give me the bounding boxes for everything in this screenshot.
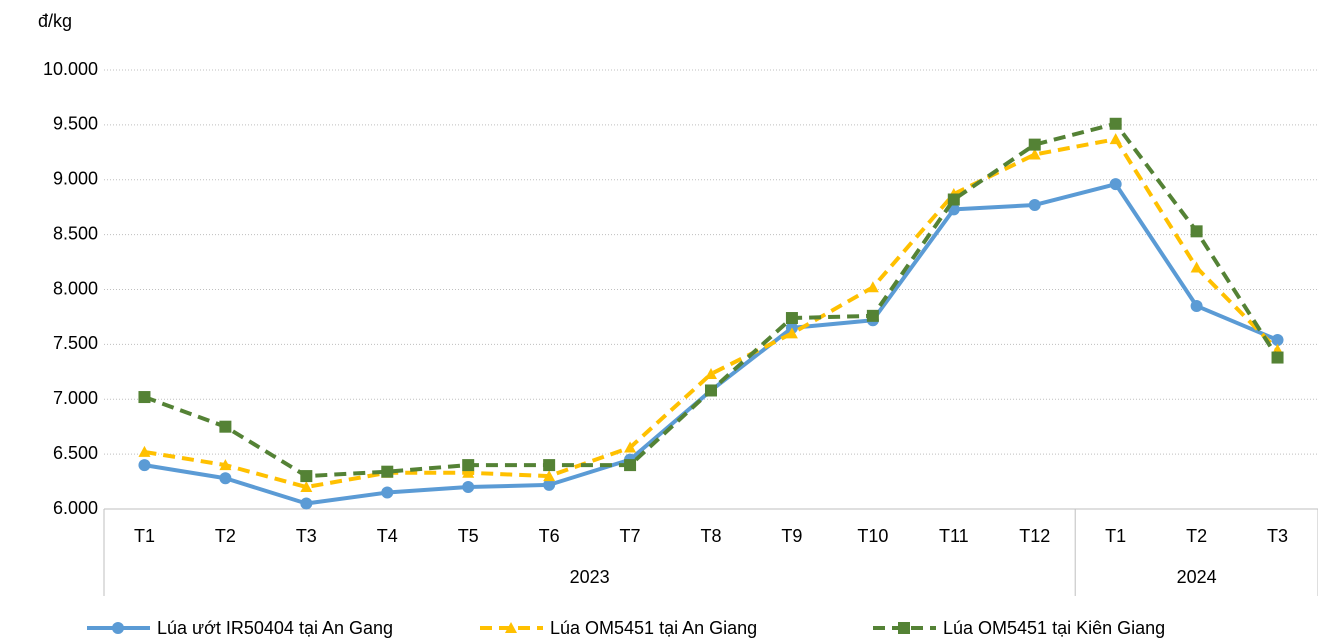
marker (219, 472, 232, 485)
marker (785, 312, 798, 325)
marker (1190, 261, 1203, 273)
marker (1109, 117, 1122, 130)
y-tick-label: 6.500 (53, 443, 98, 463)
legend-label: Lúa OM5451 tại Kiên Giang (943, 618, 1165, 638)
marker (1190, 299, 1203, 312)
marker (462, 459, 475, 472)
marker (1190, 225, 1203, 238)
y-tick-label: 9.500 (53, 114, 98, 134)
series-line (144, 182, 1279, 506)
legend-label: Lúa ướt IR50404 tại An Gang (157, 618, 393, 638)
marker (543, 470, 556, 482)
x-tick-label: T2 (1186, 526, 1207, 546)
marker (705, 368, 717, 380)
x-tick-label: T1 (134, 526, 155, 546)
x-tick-label: T3 (296, 526, 317, 546)
marker (543, 478, 556, 491)
x-tick-label: T8 (700, 526, 721, 546)
marker (381, 486, 394, 499)
y-tick-label: 7.500 (53, 333, 98, 353)
marker (1109, 133, 1122, 145)
marker (866, 281, 879, 293)
marker (624, 441, 637, 453)
marker (462, 466, 475, 478)
series-line (144, 137, 1279, 490)
y-tick-label: 6.000 (53, 498, 98, 518)
y-tick-label: 8.000 (53, 278, 98, 298)
marker (381, 465, 394, 478)
marker (300, 470, 313, 483)
marker (138, 445, 151, 457)
y-unit: đ/kg (38, 11, 72, 31)
series-line (143, 121, 1280, 479)
marker (1028, 138, 1041, 151)
marker (219, 420, 232, 433)
marker (866, 309, 879, 322)
x-tick-label: T6 (539, 526, 560, 546)
marker (624, 459, 637, 472)
x-tick-label: T3 (1267, 526, 1288, 546)
legend-marker (112, 622, 124, 634)
x-tick-label: T1 (1105, 526, 1126, 546)
marker (300, 481, 313, 493)
marker (1109, 178, 1122, 191)
x-tick-label: T12 (1019, 526, 1050, 546)
marker (219, 459, 232, 471)
legend-marker (898, 622, 910, 634)
marker (947, 193, 960, 206)
x-tick-label: T11 (939, 526, 969, 546)
x-group-label: 2023 (570, 567, 610, 587)
legend-marker (505, 622, 517, 633)
y-tick-label: 7.000 (53, 388, 98, 408)
marker (138, 391, 151, 404)
marker (462, 481, 475, 494)
marker (300, 497, 313, 510)
legend-label: Lúa OM5451 tại An Giang (550, 618, 757, 638)
x-group-label: 2024 (1177, 567, 1217, 587)
marker (705, 384, 717, 397)
marker (1028, 148, 1041, 160)
marker (1271, 351, 1284, 364)
marker (785, 327, 798, 339)
marker (138, 459, 151, 472)
x-tick-label: T9 (781, 526, 802, 546)
x-tick-label: T5 (458, 526, 479, 546)
x-tick-label: T7 (620, 526, 641, 546)
x-tick-label: T10 (857, 526, 888, 546)
y-tick-label: 9.000 (53, 169, 98, 189)
marker (543, 459, 556, 472)
x-tick-label: T4 (377, 526, 398, 546)
y-tick-label: 10.000 (43, 59, 98, 79)
marker (1271, 333, 1284, 346)
y-tick-label: 8.500 (53, 223, 98, 243)
marker (1028, 198, 1041, 211)
x-tick-label: T2 (215, 526, 236, 546)
